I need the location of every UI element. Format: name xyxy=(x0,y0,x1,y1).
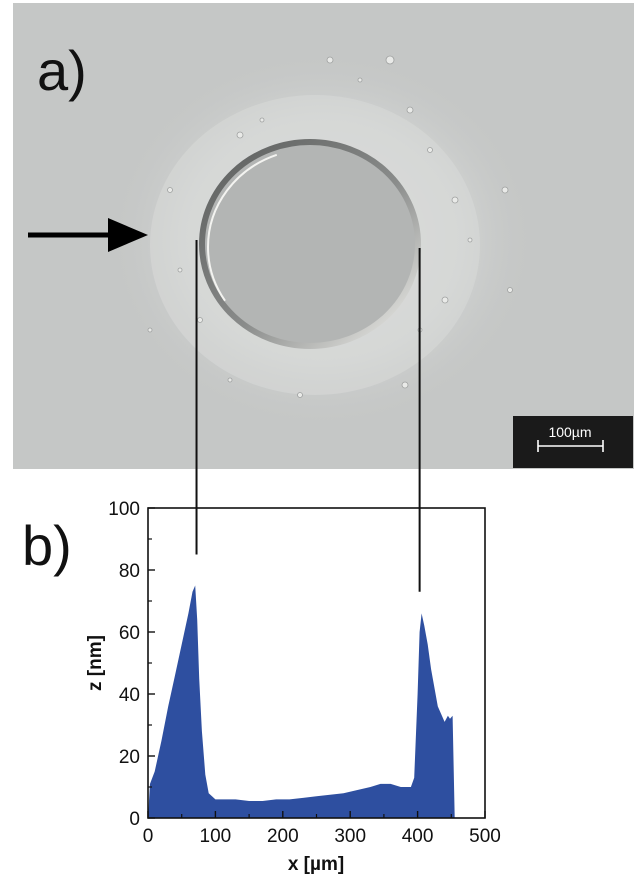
y-tick-label: 40 xyxy=(119,685,140,706)
y-tick-label: 80 xyxy=(119,561,140,582)
x-axis: 0 100 200 300 400 500 xyxy=(143,811,501,847)
scale-bar-background xyxy=(513,416,633,468)
x-tick-label: 300 xyxy=(334,826,366,847)
profile-chart: 0 100 200 300 400 500 0 20 40 60 80 100 x [µm] z [… xyxy=(85,499,501,875)
hole xyxy=(202,142,418,346)
y-axis-title: z [nm] xyxy=(85,635,106,691)
x-tick-label: 100 xyxy=(200,826,232,847)
x-tick-label: 400 xyxy=(402,826,434,847)
arrow-icon xyxy=(28,218,148,252)
x-tick-label: 500 xyxy=(469,826,501,847)
hole-rim-highlight xyxy=(207,148,417,346)
y-axis: 0 20 40 60 80 100 xyxy=(108,499,155,830)
hole-rim xyxy=(199,139,421,349)
profile-area xyxy=(148,585,455,818)
y-tick-label: 60 xyxy=(119,623,140,644)
x-tick-label: 0 xyxy=(143,826,154,847)
panel-a-label: a) xyxy=(37,39,87,102)
y-tick-label: 100 xyxy=(108,499,140,520)
y-tick-label: 0 xyxy=(129,809,140,830)
scale-bar: 100µm xyxy=(513,416,633,468)
panel-b-label: b) xyxy=(22,514,72,577)
y-tick-label: 20 xyxy=(119,747,140,768)
guide-lines xyxy=(195,240,421,592)
scale-bar-label: 100µm xyxy=(548,424,591,440)
x-tick-label: 200 xyxy=(267,826,299,847)
surface-debris xyxy=(147,55,513,398)
x-axis-title: x [µm] xyxy=(288,854,344,875)
micrograph-image: 100µm a) xyxy=(13,3,634,469)
